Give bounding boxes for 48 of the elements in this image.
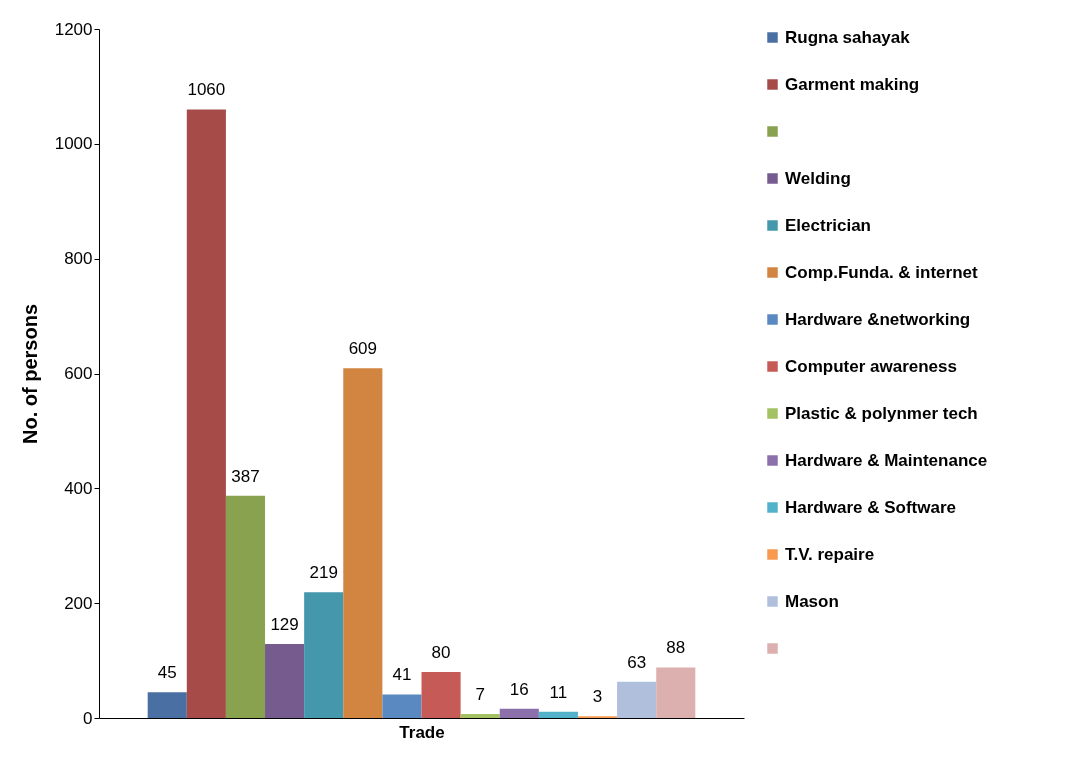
data-label: 219 [309, 563, 338, 583]
data-label: 7 [475, 684, 485, 704]
bar [382, 694, 422, 718]
data-label: 387 [231, 466, 260, 486]
y-tick-label: 1000 [54, 134, 93, 154]
bar [147, 692, 187, 718]
data-label: 11 [549, 682, 568, 702]
y-tick-label: 400 [64, 478, 93, 498]
legend-label: Hardware & Maintenance [785, 450, 988, 470]
legend-label: Garment making [785, 74, 920, 94]
legend-label: Computer awareness [785, 356, 957, 376]
bar [304, 592, 344, 718]
bar [460, 713, 500, 718]
data-label: 129 [270, 614, 299, 634]
y-axis-title: No. of persons [18, 303, 41, 445]
data-label: 45 [157, 663, 177, 683]
y-tick-label: 200 [64, 593, 93, 613]
x-axis-title: Trade [399, 722, 445, 742]
legend-label: Plastic & polynmer tech [785, 403, 978, 423]
bar [617, 681, 657, 718]
data-label: 80 [431, 643, 451, 663]
bar [186, 109, 226, 718]
legend-label: Mason [785, 591, 839, 611]
data-label: 88 [666, 638, 686, 658]
data-label: 1060 [187, 80, 226, 100]
bar [499, 708, 539, 718]
y-tick-label: 600 [64, 364, 93, 383]
data-label: 63 [627, 652, 647, 672]
y-tick-label: 0 [83, 708, 93, 728]
legend-label: Comp.Funda. & internet [785, 262, 978, 282]
data-label: 41 [392, 665, 412, 685]
bar [656, 667, 696, 718]
data-label: 3 [592, 687, 603, 707]
legend-label: Welding [785, 168, 851, 188]
legend-label: Rugna sahayak [785, 27, 911, 47]
legend-label: Hardware & Software [785, 497, 956, 517]
bar [265, 643, 305, 718]
legend-label: T.V. repaire [785, 544, 875, 564]
y-tick-label: 800 [64, 249, 93, 269]
legend-label: Hardware &networking [785, 309, 971, 329]
bar [421, 672, 461, 718]
bar [538, 711, 578, 718]
bar [225, 495, 266, 718]
data-label: 16 [509, 679, 529, 699]
data-label: 609 [348, 339, 378, 359]
y-tick-label: 1200 [54, 19, 93, 39]
legend-label: Electrician [785, 215, 871, 235]
bar [343, 368, 383, 718]
